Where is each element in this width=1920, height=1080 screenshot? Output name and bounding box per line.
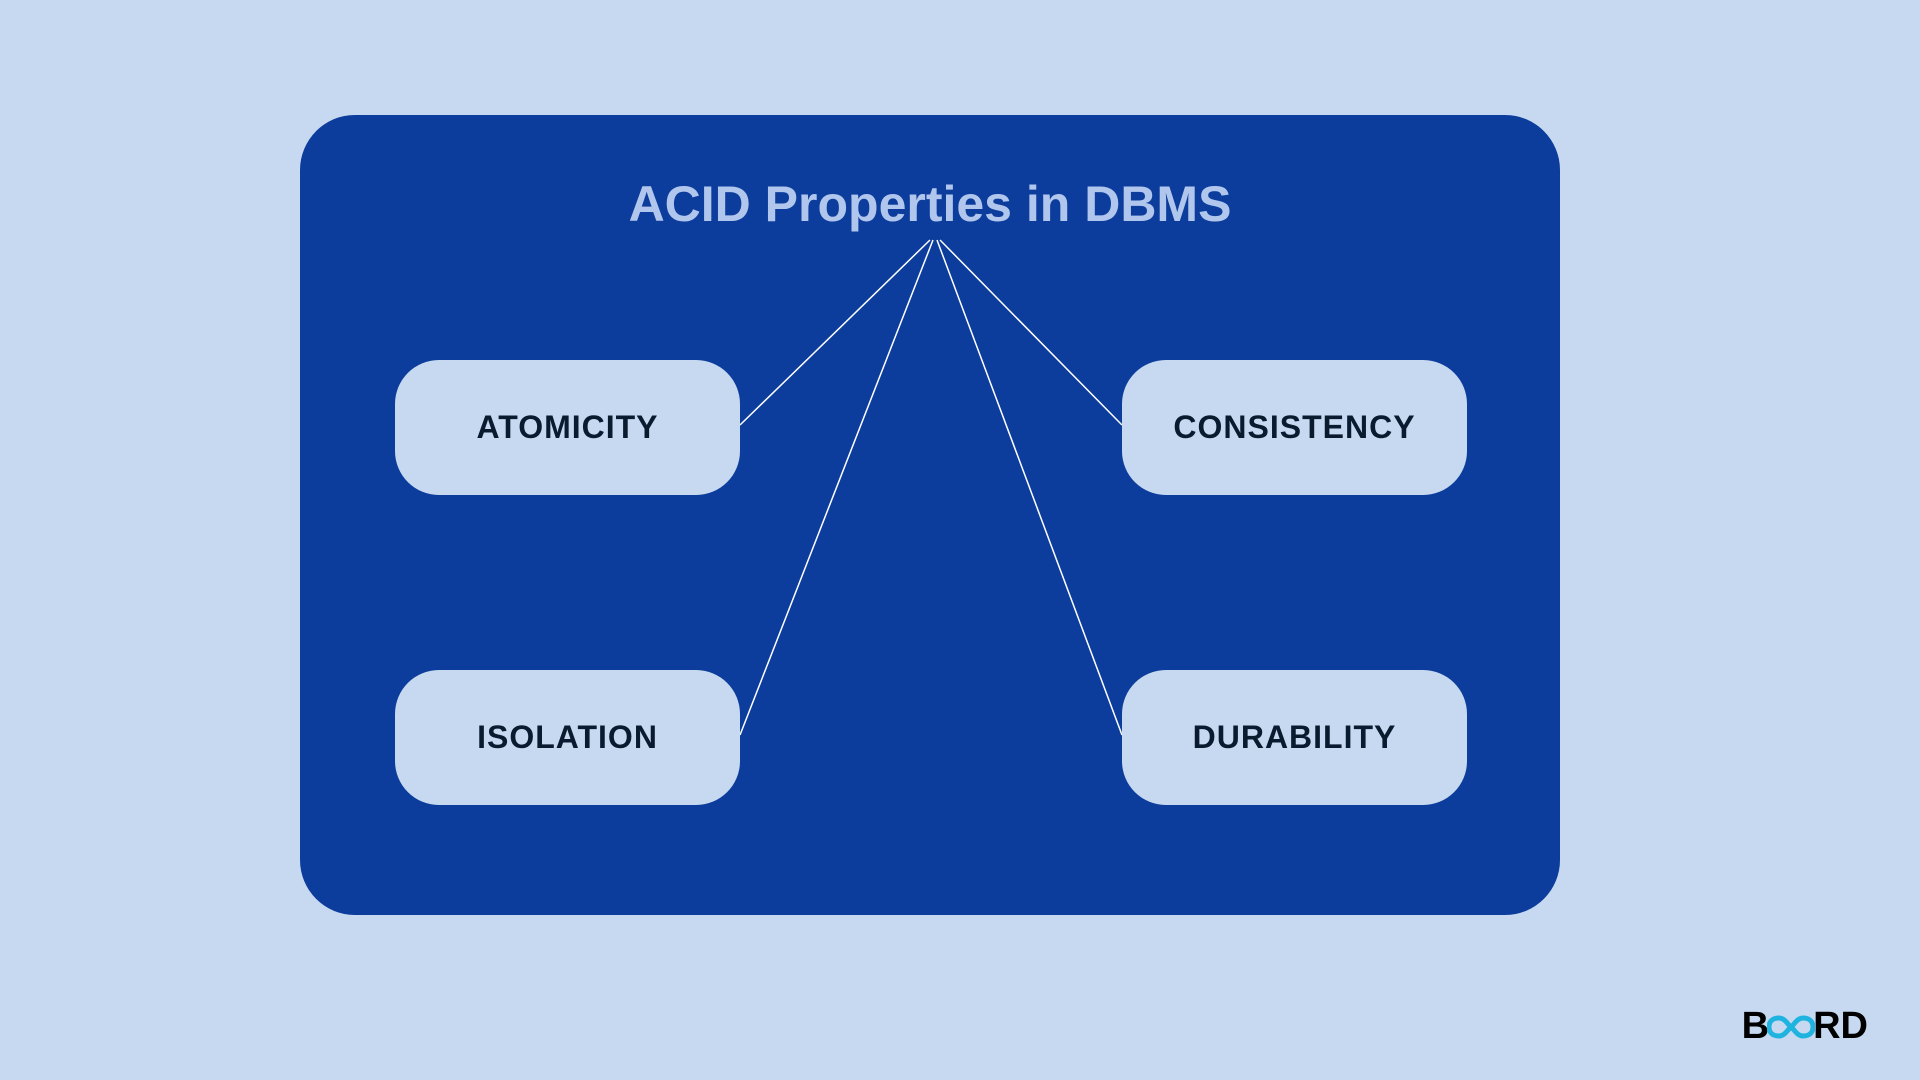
node-label: ATOMICITY [476,409,658,446]
node-atomicity: ATOMICITY [395,360,740,495]
diagram-title: ACID Properties in DBMS [629,175,1232,233]
diagram-card: ACID Properties in DBMS ATOMICITY CONSIS… [300,115,1560,915]
infinity-icon [1767,1014,1815,1040]
edge-line [940,240,1122,425]
node-label: DURABILITY [1193,719,1397,756]
edge-line [937,240,1122,735]
node-isolation: ISOLATION [395,670,740,805]
node-label: CONSISTENCY [1173,409,1415,446]
node-consistency: CONSISTENCY [1122,360,1467,495]
node-label: ISOLATION [477,719,658,756]
brand-logo: B RD [1742,1005,1868,1048]
edge-line [740,240,930,425]
node-durability: DURABILITY [1122,670,1467,805]
edge-line [740,240,933,735]
logo-prefix: B [1742,1005,1769,1048]
logo-suffix: RD [1813,1005,1868,1048]
